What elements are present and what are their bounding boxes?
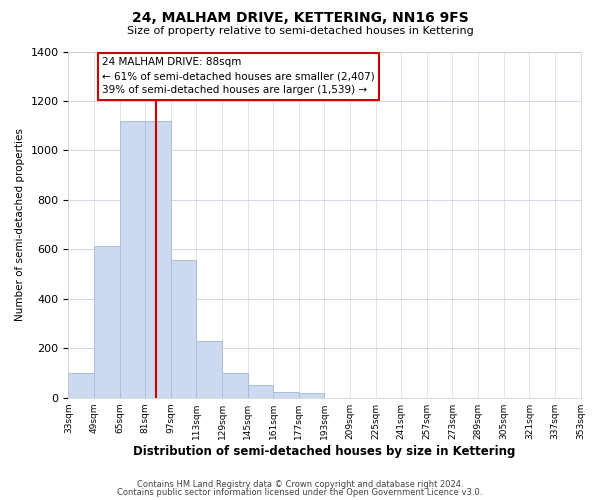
Bar bbox=[145, 120, 171, 398]
Bar bbox=[68, 373, 94, 398]
Bar bbox=[196, 341, 222, 398]
Text: 24, MALHAM DRIVE, KETTERING, NN16 9FS: 24, MALHAM DRIVE, KETTERING, NN16 9FS bbox=[131, 11, 469, 25]
Y-axis label: Number of semi-detached properties: Number of semi-detached properties bbox=[15, 128, 25, 321]
Bar bbox=[273, 392, 299, 398]
Bar bbox=[222, 373, 248, 398]
Bar bbox=[171, 260, 196, 398]
Text: Contains public sector information licensed under the Open Government Licence v3: Contains public sector information licen… bbox=[118, 488, 482, 497]
Text: Size of property relative to semi-detached houses in Kettering: Size of property relative to semi-detach… bbox=[127, 26, 473, 36]
Bar bbox=[119, 120, 145, 398]
Text: Contains HM Land Registry data © Crown copyright and database right 2024.: Contains HM Land Registry data © Crown c… bbox=[137, 480, 463, 489]
Bar bbox=[299, 393, 325, 398]
Text: 24 MALHAM DRIVE: 88sqm
← 61% of semi-detached houses are smaller (2,407)
39% of : 24 MALHAM DRIVE: 88sqm ← 61% of semi-det… bbox=[101, 56, 374, 96]
Bar bbox=[248, 386, 273, 398]
X-axis label: Distribution of semi-detached houses by size in Kettering: Distribution of semi-detached houses by … bbox=[133, 444, 515, 458]
Bar bbox=[94, 246, 119, 398]
